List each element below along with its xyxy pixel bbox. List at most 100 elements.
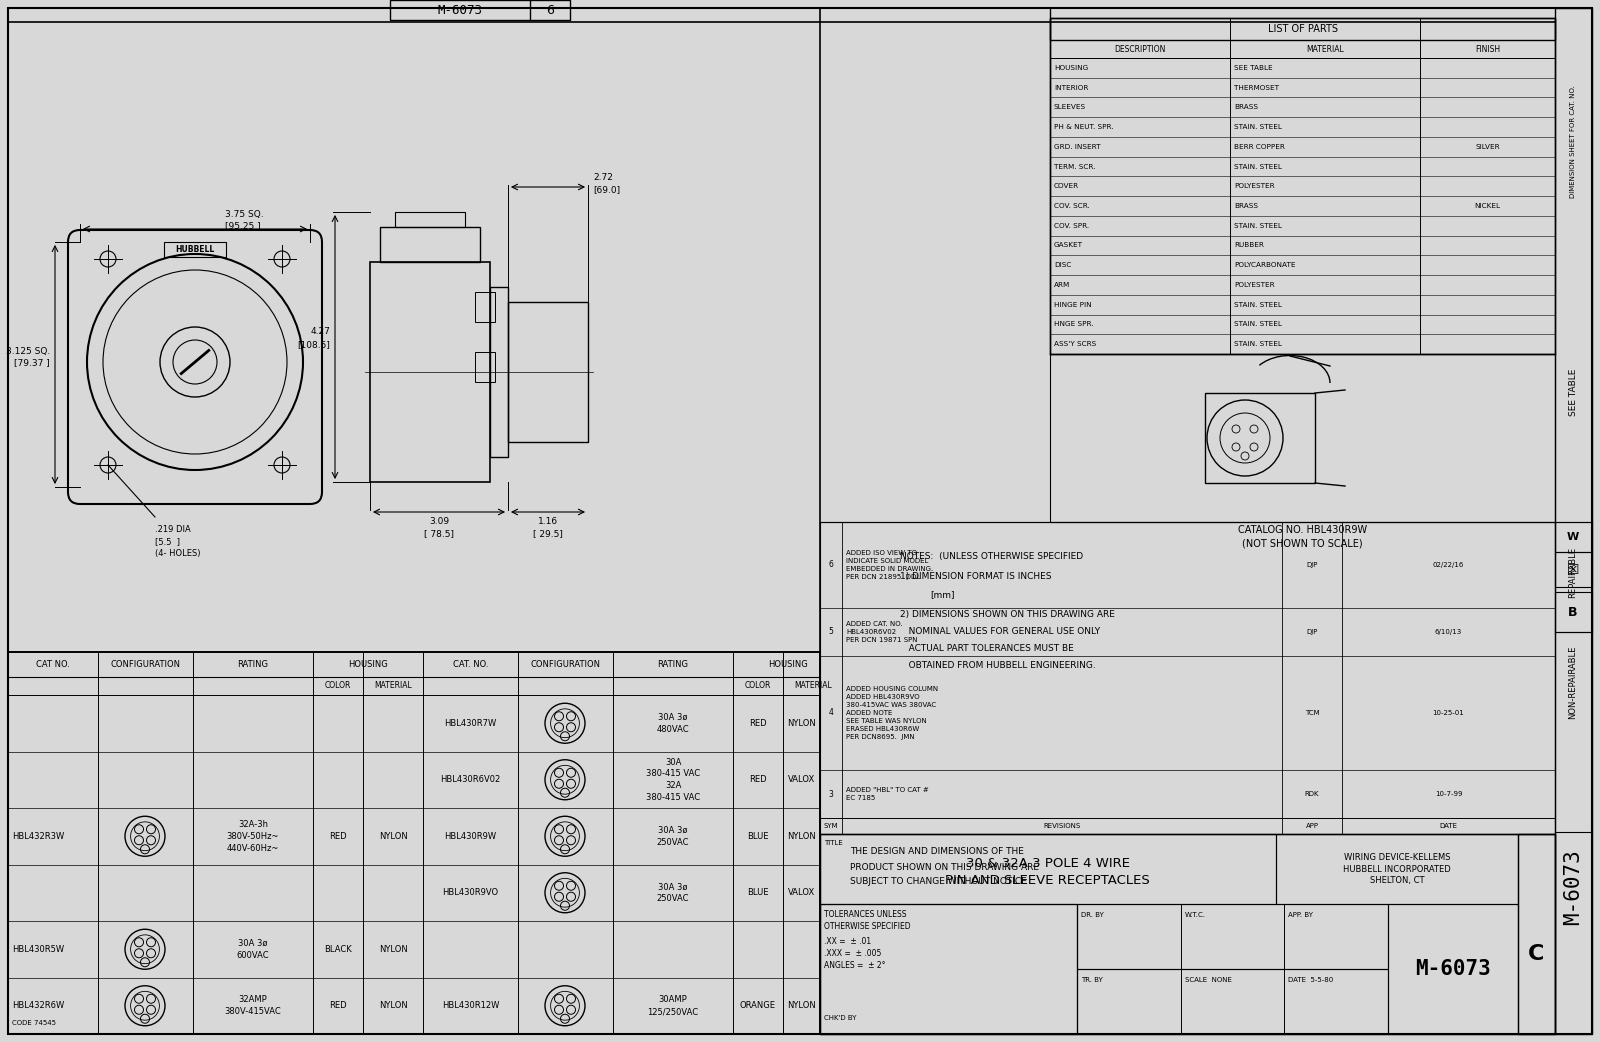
Text: [108.5]: [108.5]	[298, 341, 330, 349]
Bar	[1275, 834, 1518, 904]
Text: BLACK: BLACK	[325, 945, 352, 953]
Text: RATING: RATING	[237, 660, 269, 669]
Text: CONFIGURATION: CONFIGURATION	[531, 660, 600, 669]
Text: SEE TABLE: SEE TABLE	[1568, 368, 1578, 416]
Text: OBTAINED FROM HUBBELL ENGINEERING.: OBTAINED FROM HUBBELL ENGINEERING.	[899, 661, 1096, 670]
Text: COLOR: COLOR	[325, 681, 350, 691]
Text: POLYESTER: POLYESTER	[1234, 282, 1275, 288]
Text: RED: RED	[330, 832, 347, 841]
Bar	[1050, 354, 1555, 522]
Bar	[1205, 393, 1315, 483]
Text: 10-25-01: 10-25-01	[1432, 710, 1464, 716]
Bar	[1050, 18, 1555, 354]
Bar	[509, 302, 589, 442]
Text: CHK'D BY: CHK'D BY	[824, 1015, 856, 1021]
Text: REVISIONS: REVISIONS	[1043, 823, 1080, 829]
Bar	[1518, 834, 1555, 1034]
Text: ADDED CAT. NO.
HBL430R6V02
PER DCN 19871 SPN: ADDED CAT. NO. HBL430R6V02 PER DCN 19871…	[846, 621, 917, 643]
Text: M-6073: M-6073	[1414, 959, 1491, 979]
Text: SEE TABLE: SEE TABLE	[1234, 65, 1272, 71]
Text: CODE 74545: CODE 74545	[13, 1020, 56, 1026]
Text: RED: RED	[749, 719, 766, 727]
Text: 30A
380-415 VAC
32A
380-415 VAC: 30A 380-415 VAC 32A 380-415 VAC	[646, 758, 701, 802]
Text: [ 29.5]: [ 29.5]	[533, 529, 563, 539]
Text: HOUSING: HOUSING	[768, 660, 808, 669]
Bar	[8, 652, 819, 1034]
Bar	[165, 242, 226, 257]
Text: NOMINAL VALUES FOR GENERAL USE ONLY: NOMINAL VALUES FOR GENERAL USE ONLY	[899, 627, 1101, 636]
Text: .XX =  ± .01: .XX = ± .01	[824, 937, 870, 946]
Text: RED: RED	[749, 775, 766, 785]
Text: [95.25 ]: [95.25 ]	[226, 222, 261, 230]
Bar	[475, 352, 494, 382]
Text: STAIN. STEEL: STAIN. STEEL	[1234, 321, 1282, 327]
Text: ADDED HOUSING COLUMN
ADDED HBL430R9VO
380-415VAC WAS 380VAC
ADDED NOTE
SEE TABLE: ADDED HOUSING COLUMN ADDED HBL430R9VO 38…	[846, 686, 938, 740]
Text: W: W	[1566, 532, 1579, 542]
Text: HBL430R6V02: HBL430R6V02	[440, 775, 501, 785]
Text: MATERIAL: MATERIAL	[1306, 45, 1344, 53]
Text: M-6073: M-6073	[437, 3, 483, 17]
Text: 02/22/16: 02/22/16	[1434, 562, 1464, 568]
Text: 1.16: 1.16	[538, 518, 558, 526]
Text: 30 & 32A 3 POLE 4 WIRE
PIN AND SLEEVE RECEPTACLES: 30 & 32A 3 POLE 4 WIRE PIN AND SLEEVE RE…	[946, 857, 1150, 887]
Text: 30A 3ø
480VAC: 30A 3ø 480VAC	[656, 713, 690, 734]
Text: 4.27: 4.27	[310, 327, 330, 337]
Text: PRODUCT SHOWN ON THIS DRAWING ARE: PRODUCT SHOWN ON THIS DRAWING ARE	[850, 863, 1038, 871]
Bar	[819, 522, 1555, 834]
Text: COV. SPR.: COV. SPR.	[1054, 223, 1090, 229]
Text: RDK: RDK	[1304, 791, 1320, 797]
Bar	[1050, 40, 1555, 58]
Text: STAIN. STEEL: STAIN. STEEL	[1234, 223, 1282, 229]
Text: HBL430R12W: HBL430R12W	[442, 1001, 499, 1011]
Text: BRASS: BRASS	[1234, 203, 1258, 209]
Text: SCALE  NONE: SCALE NONE	[1186, 977, 1232, 983]
Text: COV. SCR.: COV. SCR.	[1054, 203, 1090, 209]
Text: ☒: ☒	[1566, 563, 1579, 577]
Text: TCM: TCM	[1304, 710, 1320, 716]
Text: (4- HOLES): (4- HOLES)	[155, 549, 200, 559]
Text: INTERIOR: INTERIOR	[1054, 84, 1088, 91]
Text: APP: APP	[1306, 823, 1318, 829]
Text: [ 78.5]: [ 78.5]	[424, 529, 454, 539]
Text: DISC: DISC	[1054, 263, 1072, 268]
Text: DIMENSION SHEET FOR CAT. NO.: DIMENSION SHEET FOR CAT. NO.	[1570, 85, 1576, 198]
Text: NICKEL: NICKEL	[1475, 203, 1501, 209]
Bar	[819, 834, 1275, 904]
Text: HINGE PIN: HINGE PIN	[1054, 302, 1091, 307]
Text: 6: 6	[546, 3, 554, 17]
Text: 30A 3ø
250VAC: 30A 3ø 250VAC	[656, 826, 690, 847]
Text: ANGLES =  ± 2°: ANGLES = ± 2°	[824, 961, 885, 970]
Text: HOUSING: HOUSING	[349, 660, 387, 669]
Text: BLUE: BLUE	[747, 888, 768, 897]
Text: RATING: RATING	[658, 660, 688, 669]
Text: STAIN. STEEL: STAIN. STEEL	[1234, 164, 1282, 170]
Text: SILVER: SILVER	[1475, 144, 1499, 150]
Text: NOTES:  (UNLESS OTHERWISE SPECIFIED: NOTES: (UNLESS OTHERWISE SPECIFIED	[899, 552, 1083, 561]
Text: REPAIRABLE: REPAIRABLE	[1568, 546, 1578, 597]
Text: DATE  5-5-80: DATE 5-5-80	[1288, 977, 1334, 983]
Text: 30A 3ø
250VAC: 30A 3ø 250VAC	[656, 883, 690, 903]
Bar	[390, 0, 570, 20]
Bar	[370, 262, 490, 482]
Text: DR. BY: DR. BY	[1082, 912, 1104, 918]
Text: HUBBELL: HUBBELL	[176, 246, 214, 254]
Text: 32AMP
380V-415VAC: 32AMP 380V-415VAC	[224, 995, 282, 1016]
Text: 3: 3	[829, 790, 834, 798]
Text: TOLERANCES UNLESS: TOLERANCES UNLESS	[824, 910, 907, 919]
Text: APP. BY: APP. BY	[1288, 912, 1314, 918]
Text: NON-REPAIRABLE: NON-REPAIRABLE	[1568, 645, 1578, 719]
Text: TR. BY: TR. BY	[1082, 977, 1102, 983]
Bar	[1077, 969, 1389, 1034]
Text: NYLON: NYLON	[379, 1001, 408, 1011]
Text: M-6073: M-6073	[1563, 849, 1582, 925]
Text: 6/10/13: 6/10/13	[1435, 628, 1462, 635]
Text: CONFIGURATION: CONFIGURATION	[110, 660, 181, 669]
Text: ADDED ISO VIEW TO
INDICATE SOLID MODEL
EMBEDDED IN DRAWING.
PER DCN 21895  DDL: ADDED ISO VIEW TO INDICATE SOLID MODEL E…	[846, 550, 933, 580]
Text: 3.125 SQ.
[79.37 ]: 3.125 SQ. [79.37 ]	[6, 347, 50, 368]
Text: BRASS: BRASS	[1234, 104, 1258, 110]
Bar	[819, 904, 1077, 1034]
Text: C: C	[1528, 944, 1544, 964]
Text: 5: 5	[829, 627, 834, 637]
Text: TERM. SCR.: TERM. SCR.	[1054, 164, 1096, 170]
Text: DJP: DJP	[1306, 562, 1318, 568]
